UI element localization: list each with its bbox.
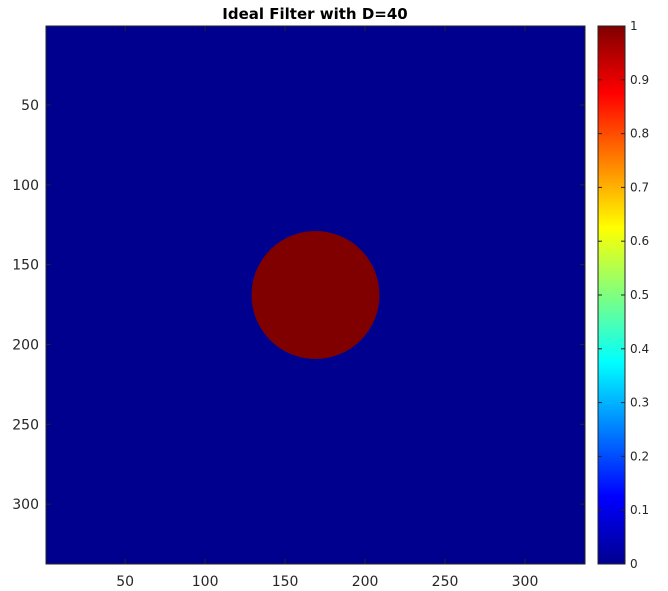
colorbar-tick-label: 0.3	[630, 396, 649, 410]
colorbar-tick-label: 0.9	[630, 73, 649, 87]
filter-disk	[251, 231, 380, 359]
colorbar-ticks: 0 0.1 0.2 0.3 0.4 0.5 0.6 0.7 0.8 0.9 1	[598, 19, 649, 571]
y-axis: 50 100 150 200 250 300	[12, 98, 39, 513]
colorbar-gradient	[597, 25, 626, 565]
colorbar-tick-label: 0.5	[630, 288, 649, 302]
colorbar-tick-label: 0.7	[630, 180, 649, 194]
y-tick-label: 300	[12, 497, 39, 513]
colorbar-tick-label: 0	[630, 557, 638, 571]
chart-title: Ideal Filter with D=40	[222, 5, 407, 23]
colorbar: 0 0.1 0.2 0.3 0.4 0.5 0.6 0.7 0.8 0.9 1	[597, 19, 649, 571]
x-tick-label: 250	[432, 574, 459, 590]
x-tick-label: 200	[352, 574, 379, 590]
y-tick-label: 150	[12, 258, 39, 274]
x-tick-label: 100	[192, 574, 219, 590]
colorbar-tick-label: 0.6	[630, 234, 649, 248]
colorbar-tick-label: 0.1	[630, 503, 649, 517]
x-tick-label: 150	[272, 574, 299, 590]
x-tick-label: 50	[116, 574, 134, 590]
x-tick-marks	[124, 26, 526, 564]
axes-frame	[45, 25, 586, 565]
y-tick-label: 50	[21, 98, 39, 114]
x-tick-label: 300	[512, 574, 539, 590]
y-tick-label: 100	[12, 178, 39, 194]
colorbar-tick-label: 0.4	[630, 342, 649, 356]
y-tick-label: 200	[12, 337, 39, 353]
plot-area	[45, 25, 586, 565]
colorbar-tick-label: 0.2	[630, 449, 649, 463]
y-tick-marks	[46, 104, 585, 505]
x-axis: 50 100 150 200 250 300	[116, 574, 538, 590]
y-tick-label: 250	[12, 417, 39, 433]
colorbar-tick-label: 1	[630, 19, 638, 33]
colorbar-tick-label: 0.8	[630, 127, 649, 141]
